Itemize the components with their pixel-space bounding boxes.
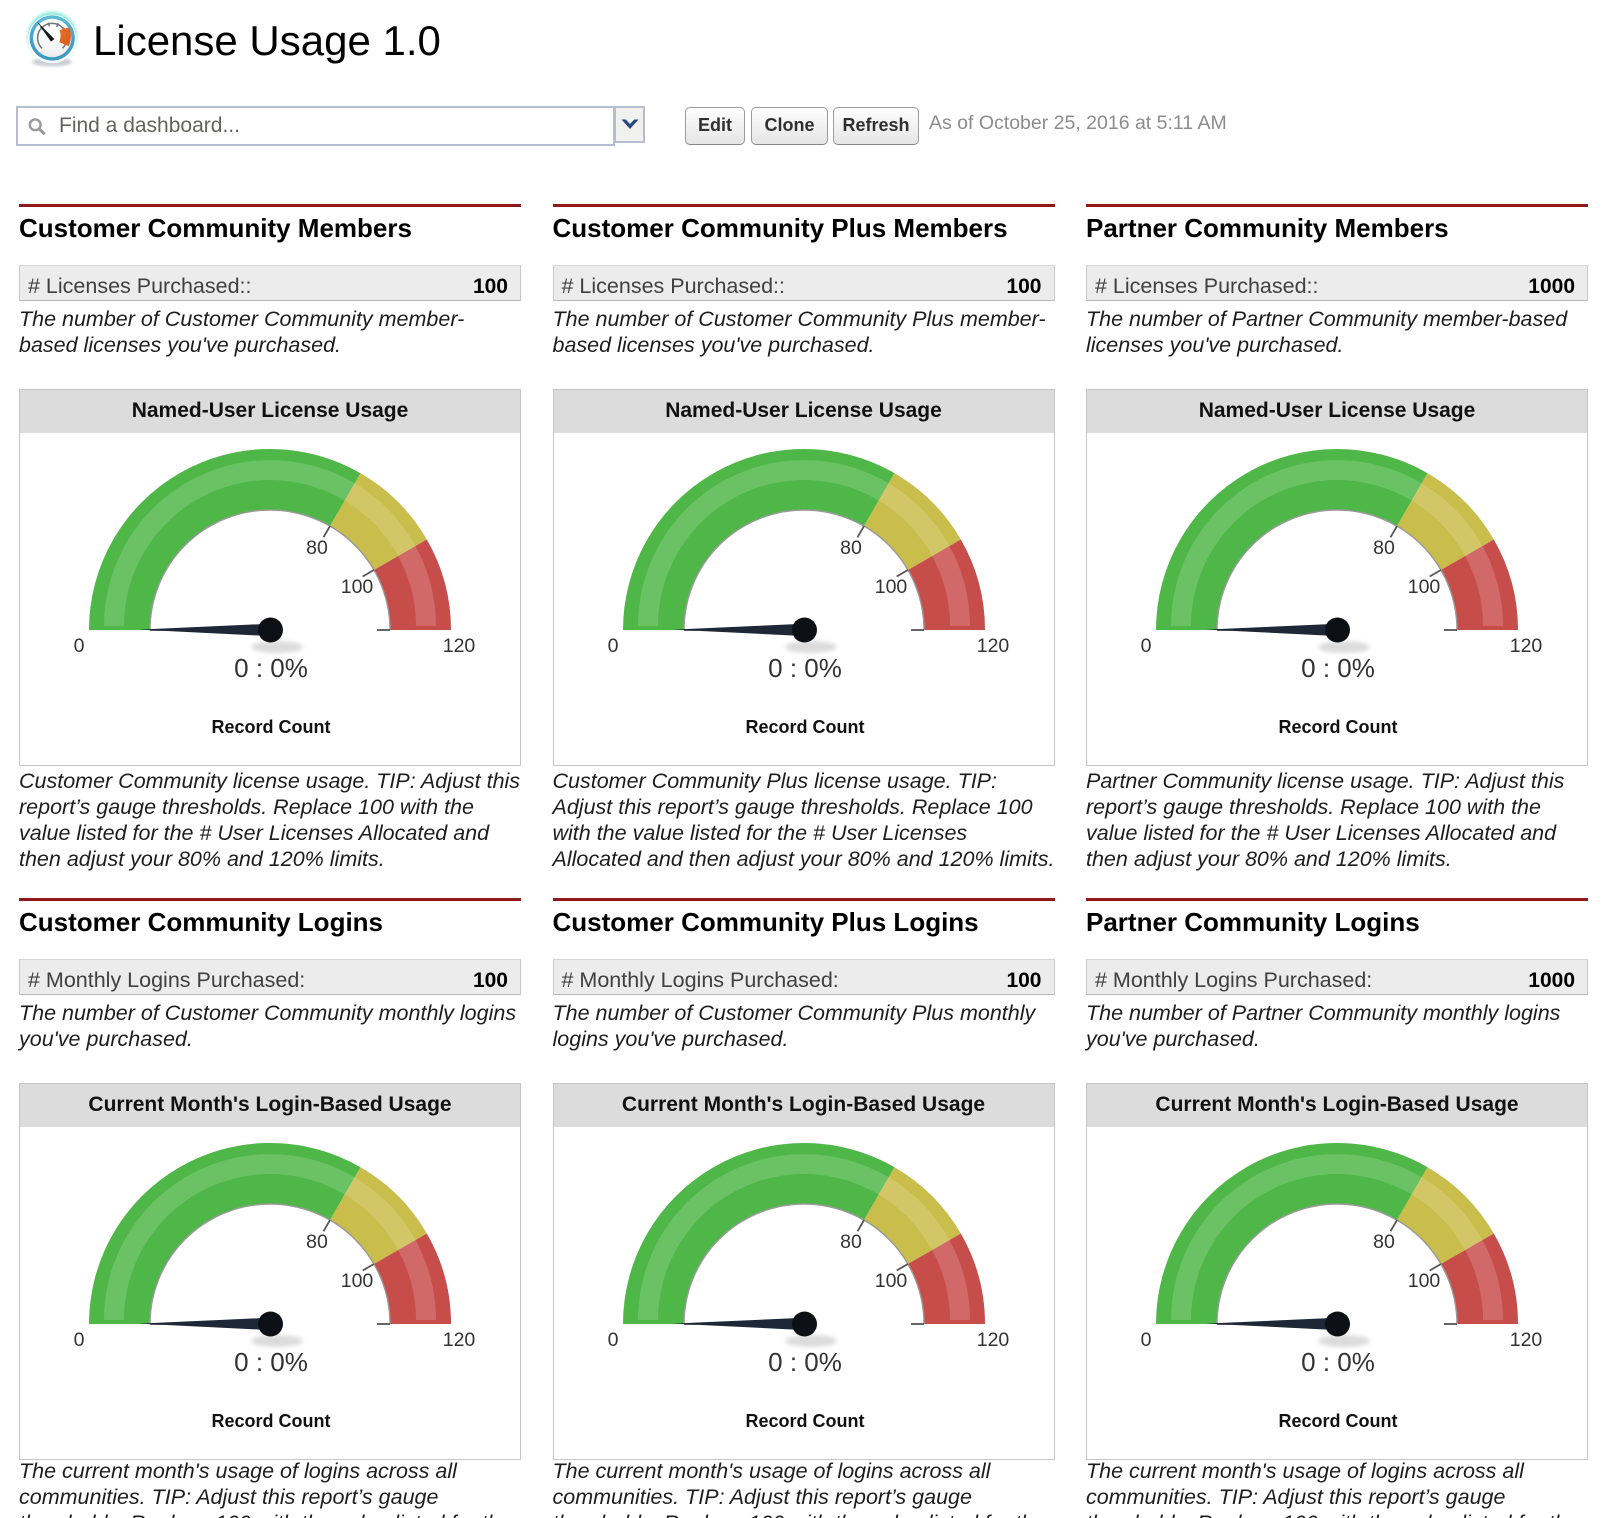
svg-text:80: 80: [1373, 537, 1395, 559]
svg-text:80: 80: [1373, 1231, 1395, 1253]
svg-text:0 : 0%: 0 : 0%: [234, 653, 308, 683]
svg-text:0 : 0%: 0 : 0%: [1301, 1347, 1375, 1377]
svg-text:100: 100: [341, 1270, 374, 1292]
svg-text:100: 100: [874, 1270, 907, 1292]
svg-text:0: 0: [74, 1329, 85, 1351]
svg-text:0: 0: [607, 635, 618, 657]
svg-text:Record Count: Record Count: [1279, 1411, 1398, 1431]
svg-text:80: 80: [840, 537, 862, 559]
svg-text:120: 120: [976, 635, 1009, 657]
svg-text:120: 120: [976, 1329, 1009, 1351]
svg-text:80: 80: [840, 1231, 862, 1253]
svg-text:100: 100: [1408, 1270, 1441, 1292]
svg-text:0: 0: [607, 1329, 618, 1351]
svg-text:Record Count: Record Count: [212, 717, 331, 737]
svg-text:Record Count: Record Count: [745, 1411, 864, 1431]
svg-text:80: 80: [306, 537, 328, 559]
svg-text:0 : 0%: 0 : 0%: [768, 1347, 842, 1377]
svg-text:120: 120: [1510, 1329, 1543, 1351]
svg-text:120: 120: [443, 1329, 476, 1351]
svg-text:0: 0: [1141, 635, 1152, 657]
svg-text:0 : 0%: 0 : 0%: [768, 653, 842, 683]
svg-text:80: 80: [306, 1231, 328, 1253]
svg-text:Record Count: Record Count: [1279, 717, 1398, 737]
svg-text:100: 100: [341, 576, 374, 598]
svg-text:0 : 0%: 0 : 0%: [234, 1347, 308, 1377]
svg-text:0: 0: [74, 635, 85, 657]
svg-text:100: 100: [874, 576, 907, 598]
svg-text:120: 120: [443, 635, 476, 657]
svg-text:100: 100: [1408, 576, 1441, 598]
svg-text:0: 0: [1141, 1329, 1152, 1351]
svg-text:0 : 0%: 0 : 0%: [1301, 653, 1375, 683]
svg-text:Record Count: Record Count: [212, 1411, 331, 1431]
svg-text:120: 120: [1510, 635, 1543, 657]
svg-text:Record Count: Record Count: [745, 717, 864, 737]
